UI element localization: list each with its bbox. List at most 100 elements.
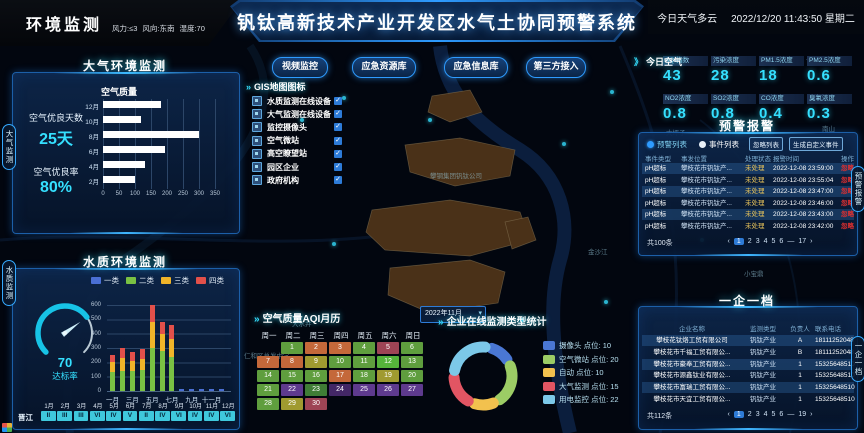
calendar-day-cell[interactable]: 21 bbox=[257, 384, 279, 396]
river-grade-cell[interactable]: VI bbox=[220, 411, 236, 421]
tab-enterprise[interactable]: 一企一档 bbox=[851, 336, 864, 382]
table-row[interactable]: 攀枝花钛烙工贸有限公司 钒钛产业 A 18111252048 bbox=[642, 335, 854, 346]
table-cell[interactable]: 忽略 bbox=[841, 176, 854, 184]
layer-checkbox[interactable]: ✓ bbox=[334, 123, 342, 132]
page-next[interactable]: › bbox=[810, 238, 813, 245]
page-number[interactable]: 5 bbox=[771, 238, 776, 245]
page-number[interactable]: 6 bbox=[779, 238, 784, 245]
calendar-day-cell[interactable]: 28 bbox=[257, 398, 279, 410]
calendar-day-cell[interactable]: 17 bbox=[329, 370, 351, 382]
calendar-day-cell[interactable]: 4 bbox=[353, 342, 375, 354]
table-row[interactable]: 攀枝花市天宜工贸有限公... 钒钛产业 1 15325648510 bbox=[642, 394, 855, 405]
calendar-day-cell[interactable]: 16 bbox=[305, 370, 327, 382]
river-grade-cell[interactable]: VI bbox=[171, 411, 187, 421]
table-row[interactable]: pH超标 攀枝花市钒钛产... 未处理 2022-12-08 23:42:00 忽略 bbox=[642, 221, 854, 232]
tab-alarm[interactable]: 预警报警 bbox=[851, 166, 864, 212]
calendar-day-cell[interactable]: 1 bbox=[281, 342, 303, 354]
calendar-day-cell[interactable]: 27 bbox=[401, 384, 423, 396]
calendar-day-cell[interactable]: 23 bbox=[305, 384, 327, 396]
table-row[interactable]: pH超标 攀枝花市钒钛产... 未处理 2022-12-08 23:46:00 忽略 bbox=[642, 198, 854, 209]
gis-layer-item[interactable]: 水质监测在线设备 ✓ bbox=[252, 95, 342, 107]
tab-air-monitor[interactable]: 大气监测 bbox=[2, 124, 16, 170]
table-row[interactable]: pH超标 攀枝花市钒钛产... 未处理 2022-12-08 23:55:04 忽略 bbox=[642, 175, 854, 186]
create-custom-event-button[interactable]: 生成自定义事件 bbox=[789, 137, 843, 151]
river-grade-cell[interactable]: VI bbox=[89, 411, 105, 421]
table-row[interactable]: 攀枝花市千福工贸有限公... 钒钛产业 B 18111252048 bbox=[642, 347, 854, 358]
tab-water-monitor[interactable]: 水质监测 bbox=[2, 260, 16, 306]
emergency-info-button[interactable]: 应急信息库 bbox=[444, 57, 508, 78]
page-number[interactable]: 6 bbox=[779, 411, 784, 418]
ignore-list-button[interactable]: 忽略列表 bbox=[749, 137, 783, 151]
map-point-icon[interactable] bbox=[428, 118, 432, 122]
table-row[interactable]: 攀枝花市源鑫钛业有限公... 钒钛产业 1 15325648510 bbox=[642, 370, 855, 381]
calendar-day-cell[interactable]: 26 bbox=[377, 384, 399, 396]
map-point-icon[interactable] bbox=[520, 318, 524, 322]
river-grade-cell[interactable]: III bbox=[57, 411, 73, 421]
table-cell[interactable]: 忽略 bbox=[841, 188, 854, 195]
third-party-button[interactable]: 第三方接入 bbox=[526, 57, 586, 78]
gis-layer-item[interactable]: 园区企业 ✓ bbox=[252, 161, 342, 173]
table-cell[interactable]: 忽略 bbox=[841, 222, 854, 230]
page-number[interactable]: 19 bbox=[798, 411, 807, 418]
page-number[interactable]: 2 bbox=[747, 238, 752, 245]
event-list-label[interactable]: 事件列表 bbox=[709, 140, 739, 149]
gis-layer-item[interactable]: 高空瞭望站 ✓ bbox=[252, 148, 342, 160]
page-number[interactable]: 1 bbox=[733, 411, 744, 418]
calendar-day-cell[interactable]: 6 bbox=[401, 342, 423, 354]
emergency-resource-button[interactable]: 应急资源库 bbox=[352, 57, 416, 78]
calendar-day-cell[interactable]: 18 bbox=[353, 370, 375, 382]
map-point-icon[interactable] bbox=[610, 90, 614, 94]
calendar-day-cell[interactable]: 19 bbox=[377, 370, 399, 382]
gis-layer-item[interactable]: 监控摄像头 ✓ bbox=[252, 121, 342, 133]
calendar-day-cell[interactable]: 8 bbox=[281, 356, 303, 368]
calendar-day-cell[interactable]: 30 bbox=[305, 398, 327, 410]
calendar-day-cell[interactable]: 15 bbox=[281, 370, 303, 382]
video-monitor-button[interactable]: 视频监控 bbox=[272, 57, 328, 78]
gis-layer-item[interactable]: 大气监测在线设备 ✓ bbox=[252, 108, 342, 120]
map-point-icon[interactable] bbox=[300, 118, 304, 122]
page-number[interactable]: 3 bbox=[755, 238, 760, 245]
table-row[interactable]: 攀枝花市富瑞工贸有限公... 钒钛产业 1 15325648510 bbox=[642, 382, 855, 394]
calendar-day-cell[interactable]: 13 bbox=[401, 356, 423, 368]
map-point-icon[interactable] bbox=[562, 142, 566, 146]
table-row[interactable]: pH超标 攀枝花市钒钛产... 未处理 2022-12-08 23:59:00 忽略 bbox=[642, 163, 854, 174]
river-grade-cell[interactable]: III bbox=[73, 411, 89, 421]
table-row[interactable]: pH超标 攀枝花市钒钛产... 未处理 2022-12-08 23:43:00 忽略 bbox=[642, 209, 854, 220]
map-point-icon[interactable] bbox=[332, 242, 336, 246]
page-number[interactable]: 17 bbox=[798, 238, 807, 245]
event-list-radio[interactable] bbox=[699, 141, 706, 148]
calendar-day-cell[interactable]: 20 bbox=[401, 370, 423, 382]
calendar-day-cell[interactable]: 10 bbox=[329, 356, 351, 368]
river-grade-cell[interactable]: II bbox=[138, 411, 154, 421]
calendar-day-cell[interactable]: 25 bbox=[353, 384, 375, 396]
calendar-day-cell[interactable]: 29 bbox=[281, 398, 303, 410]
layer-checkbox[interactable]: ✓ bbox=[334, 110, 342, 119]
page-number[interactable]: 2 bbox=[747, 411, 752, 418]
gis-layer-item[interactable]: 政府机构 ✓ bbox=[252, 174, 342, 186]
table-row[interactable]: pH超标 攀枝花市钒钛产... 未处理 2022-12-08 23:47:00 忽略 bbox=[642, 186, 854, 197]
warning-list-label[interactable]: 预警列表 bbox=[657, 140, 687, 149]
calendar-day-cell[interactable]: 7 bbox=[257, 356, 279, 368]
table-row[interactable]: 攀枝花市豪奉工贸有限公... 钒钛产业 1 15325648510 bbox=[642, 358, 855, 370]
page-next[interactable]: › bbox=[810, 411, 813, 418]
layer-checkbox[interactable]: ✓ bbox=[334, 176, 342, 185]
map-point-icon[interactable] bbox=[604, 300, 608, 304]
calendar-day-cell[interactable]: 5 bbox=[377, 342, 399, 354]
gis-layer-item[interactable]: 空气微站 ✓ bbox=[252, 135, 342, 147]
page-number[interactable]: 5 bbox=[771, 411, 776, 418]
river-grade-cell[interactable]: II bbox=[41, 411, 56, 421]
month-select[interactable]: 2022年11月 ▾ bbox=[420, 306, 486, 323]
table-cell[interactable]: 忽略 bbox=[841, 165, 854, 172]
calendar-day-cell[interactable]: 2 bbox=[305, 342, 327, 354]
calendar-day-cell[interactable]: 22 bbox=[281, 384, 303, 396]
river-grade-cell[interactable]: IV bbox=[187, 411, 203, 421]
table-cell[interactable]: 忽略 bbox=[841, 211, 854, 218]
river-grade-cell[interactable]: V bbox=[122, 411, 138, 421]
page-prev[interactable]: ‹ bbox=[727, 238, 730, 245]
river-grade-cell[interactable]: IV bbox=[106, 411, 121, 421]
taskbar-icon[interactable] bbox=[2, 423, 12, 432]
calendar-day-cell[interactable]: 11 bbox=[353, 356, 375, 368]
calendar-day-cell[interactable]: 24 bbox=[329, 384, 351, 396]
calendar-day-cell[interactable]: 3 bbox=[329, 342, 351, 354]
map-point-icon[interactable] bbox=[342, 96, 346, 100]
